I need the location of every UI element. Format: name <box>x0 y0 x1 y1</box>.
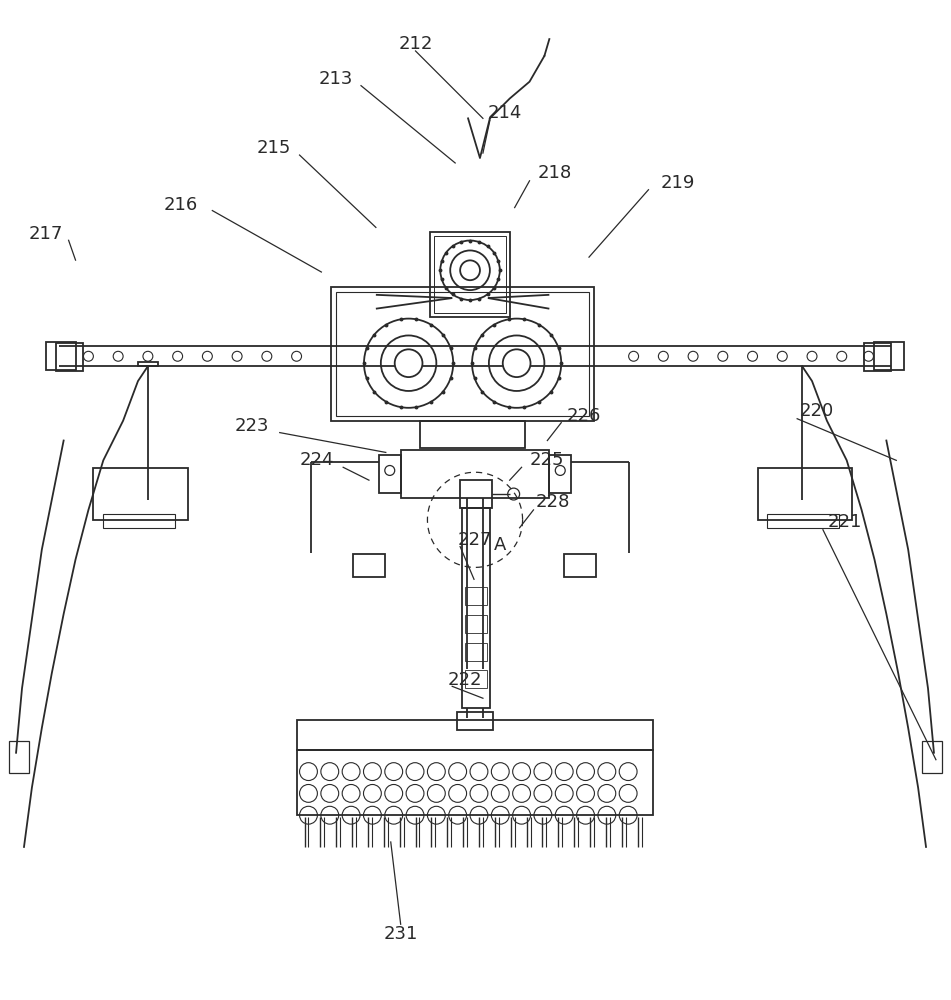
Text: 217: 217 <box>29 225 63 243</box>
Text: 213: 213 <box>319 70 354 88</box>
Bar <box>138 362 158 366</box>
Text: 219: 219 <box>661 174 695 192</box>
Bar <box>550 455 572 493</box>
Bar <box>93 468 187 520</box>
Bar <box>297 720 653 750</box>
Bar <box>400 450 550 498</box>
Bar <box>465 643 487 661</box>
Bar <box>297 750 653 815</box>
Bar <box>431 232 510 317</box>
Text: 231: 231 <box>383 925 417 943</box>
Text: 218: 218 <box>537 164 572 182</box>
Text: 220: 220 <box>800 402 834 420</box>
Bar <box>337 292 589 416</box>
Bar <box>462 508 490 708</box>
Bar <box>353 554 385 577</box>
Text: 225: 225 <box>530 451 565 469</box>
Circle shape <box>503 349 531 377</box>
Text: 222: 222 <box>448 671 482 689</box>
Text: 228: 228 <box>536 493 571 511</box>
Text: 227: 227 <box>457 531 493 549</box>
Bar <box>922 741 941 773</box>
Bar <box>460 480 492 508</box>
Text: 212: 212 <box>398 35 433 53</box>
Bar <box>465 615 487 633</box>
Bar <box>420 421 525 448</box>
Bar <box>864 343 891 371</box>
Bar <box>875 342 904 370</box>
Bar <box>564 554 596 577</box>
Bar <box>10 741 29 773</box>
Bar <box>465 587 487 605</box>
Bar <box>46 342 75 370</box>
Bar <box>56 343 84 371</box>
Text: 216: 216 <box>164 196 198 214</box>
Bar <box>758 468 852 520</box>
Text: 226: 226 <box>567 407 601 425</box>
Bar <box>435 236 506 313</box>
Bar <box>767 514 839 528</box>
Bar <box>331 287 594 421</box>
Circle shape <box>460 260 480 280</box>
Bar <box>104 514 175 528</box>
Bar <box>457 712 493 730</box>
Text: 221: 221 <box>827 513 862 531</box>
Text: 215: 215 <box>257 139 291 157</box>
Text: 224: 224 <box>300 451 334 469</box>
Text: 223: 223 <box>235 417 269 435</box>
Bar <box>378 455 400 493</box>
Circle shape <box>395 349 422 377</box>
Bar <box>465 670 487 688</box>
Text: 214: 214 <box>488 104 522 122</box>
Text: A: A <box>494 536 506 554</box>
